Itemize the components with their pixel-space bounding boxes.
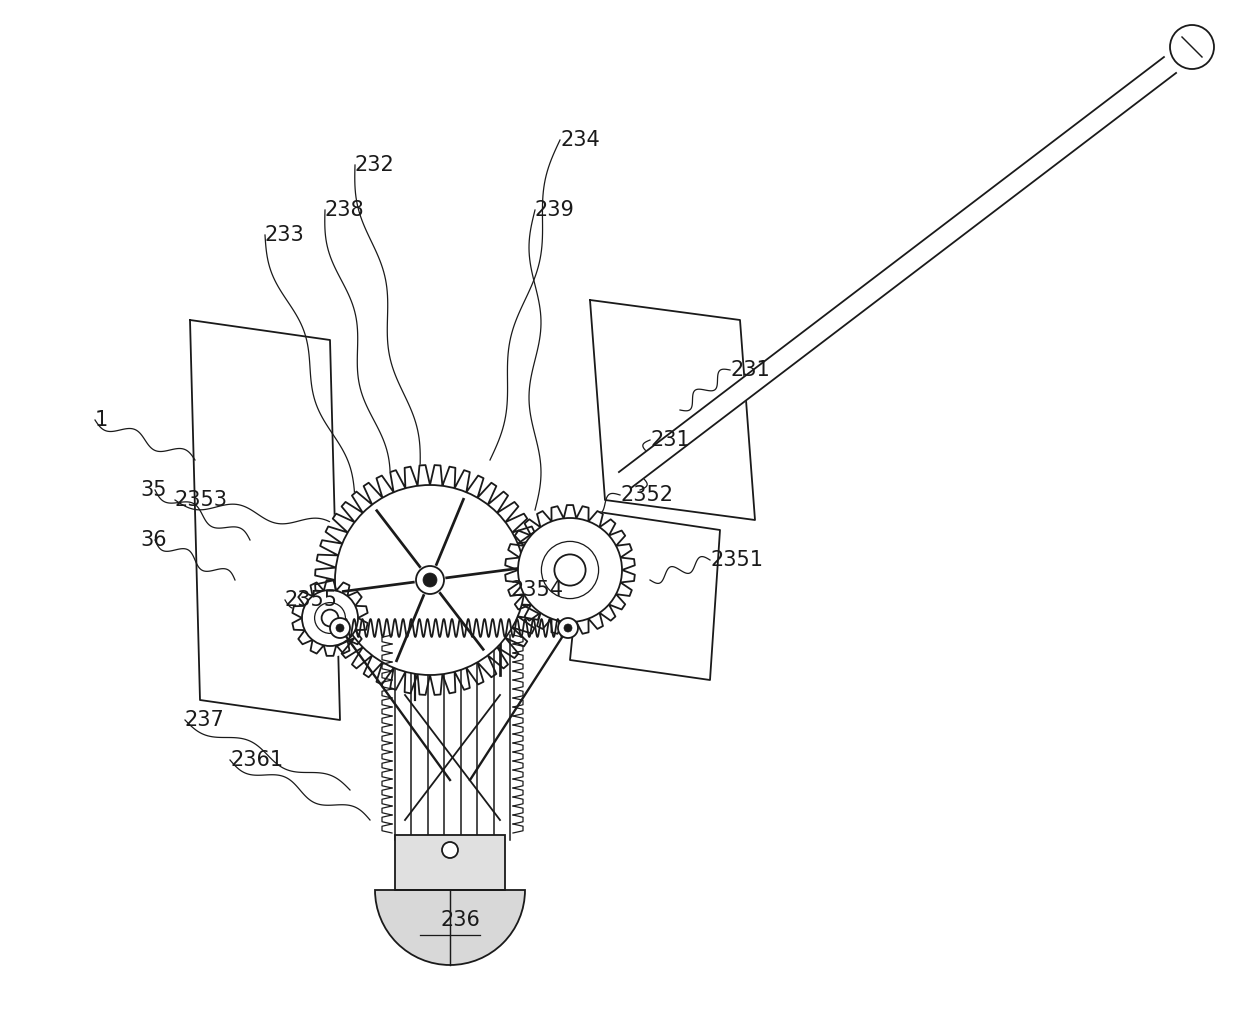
Text: 231: 231 [650,430,689,450]
Circle shape [441,842,458,858]
Text: 237: 237 [185,710,224,730]
Text: 2353: 2353 [175,490,228,510]
Circle shape [335,485,525,675]
Text: 236: 236 [440,910,480,930]
Text: 1: 1 [95,410,108,430]
Polygon shape [291,580,368,656]
Circle shape [558,618,578,638]
Wedge shape [374,890,525,966]
Circle shape [564,624,572,632]
Circle shape [518,518,622,622]
Polygon shape [590,300,755,520]
Text: 238: 238 [325,200,365,220]
Polygon shape [315,465,546,695]
Text: 35: 35 [140,480,166,500]
Circle shape [423,573,436,587]
Text: 234: 234 [560,130,600,150]
Text: 232: 232 [355,155,394,175]
Circle shape [336,624,343,632]
Circle shape [330,618,350,638]
Polygon shape [619,57,1176,488]
Text: 2355: 2355 [285,590,339,610]
Circle shape [303,590,358,646]
Text: 233: 233 [265,225,305,245]
Circle shape [554,554,585,585]
Text: 36: 36 [140,530,166,550]
Text: 2361: 2361 [229,750,283,770]
Bar [396,835,505,890]
Circle shape [321,610,339,627]
Circle shape [1171,25,1214,69]
Text: 2354: 2354 [510,580,563,600]
Text: 239: 239 [534,200,575,220]
Circle shape [415,566,444,594]
Polygon shape [505,506,635,635]
Text: 2352: 2352 [620,485,673,506]
Polygon shape [570,510,720,680]
Text: 231: 231 [730,360,770,380]
Polygon shape [190,320,340,720]
Text: 2351: 2351 [711,550,763,570]
